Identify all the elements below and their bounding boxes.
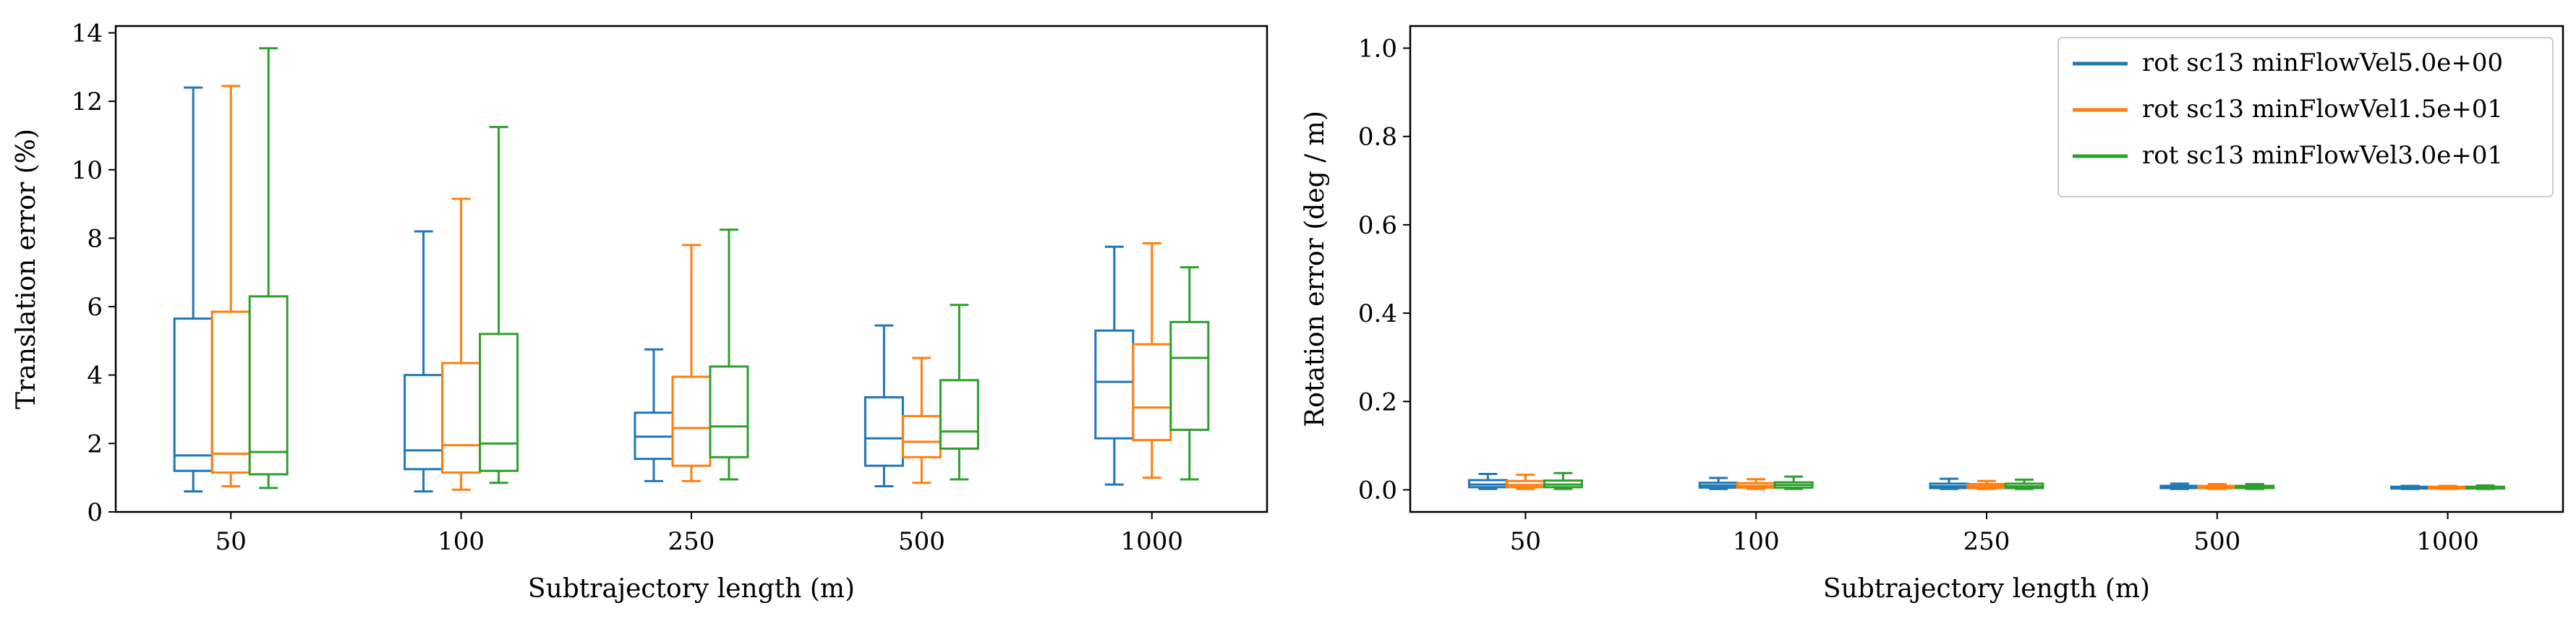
x-tick-label: 100 <box>1733 527 1780 556</box>
box <box>863 324 904 488</box>
y-axis-label: Rotation error (deg / m) <box>1300 111 1330 427</box>
box-iqr <box>1169 320 1210 431</box>
box-iqr <box>248 295 289 476</box>
box <box>1132 242 1172 479</box>
box-iqr <box>1132 343 1172 442</box>
box-iqr <box>404 374 444 471</box>
box <box>634 348 674 482</box>
box-iqr <box>709 365 749 458</box>
box-iqr <box>1094 329 1135 440</box>
x-tick-label: 50 <box>1510 527 1541 556</box>
box <box>709 228 749 481</box>
box <box>939 304 979 481</box>
y-tick-label: 14 <box>72 19 103 48</box>
x-tick-label: 1000 <box>1121 527 1184 556</box>
axes-frame <box>114 25 1268 513</box>
x-axis-label: Subtrajectory length (m) <box>528 574 855 604</box>
x-tick-label: 50 <box>216 527 247 556</box>
box <box>173 86 213 493</box>
rotation-error-panel: 0.0 0.2 0.4 0.6 0.8 1.0 50 100 250 500 1000 Subtraj… <box>1300 25 2564 604</box>
box <box>1505 474 1545 490</box>
legend-entry: rot sc13 minFlowVel3.0e+01 <box>2142 141 2503 170</box>
box-iqr <box>671 375 712 467</box>
box <box>1169 266 1210 481</box>
box <box>210 85 251 488</box>
x-axis-label: Subtrajectory length (m) <box>1823 574 2150 604</box>
box <box>441 197 482 491</box>
y-tick-label: 6 <box>87 293 103 322</box>
y-tick-label: 10 <box>72 156 103 185</box>
x-tick-label: 1000 <box>2416 527 2479 556</box>
box <box>1543 471 1583 490</box>
box-iqr <box>863 396 904 467</box>
x-tick-label: 500 <box>2193 527 2240 556</box>
box-iqr <box>901 414 942 458</box>
box-iqr <box>210 310 251 474</box>
box <box>1698 476 1739 490</box>
y-tick-label: 0.0 <box>1358 476 1397 505</box>
y-tick-label: 0.2 <box>1358 388 1397 416</box>
box <box>1966 479 2007 490</box>
y-tick-label: 2 <box>87 429 103 458</box>
box-iqr <box>479 333 519 472</box>
legend-box <box>2057 37 2554 197</box>
y-tick-label: 0 <box>87 498 103 527</box>
translation-error-panel: 0 2 4 6 8 10 12 14 50 100 250 500 1000 Subtrajectory … <box>12 19 1268 604</box>
y-tick-label: 0.6 <box>1358 211 1397 240</box>
y-tick-label: 0.4 <box>1358 299 1397 328</box>
box <box>404 230 444 493</box>
y-tick-label: 1.0 <box>1358 35 1397 64</box>
box <box>2465 484 2506 490</box>
box <box>2235 483 2275 490</box>
box <box>2159 482 2200 490</box>
box <box>248 47 289 490</box>
box <box>1736 478 1776 490</box>
box <box>2390 484 2431 490</box>
box <box>479 126 519 484</box>
x-tick-label: 500 <box>898 527 945 556</box>
box-iqr <box>939 379 979 450</box>
box <box>1773 475 1814 490</box>
y-tick-label: 0.8 <box>1358 123 1397 152</box>
box <box>901 356 942 484</box>
box <box>1094 245 1135 486</box>
box-iqr <box>441 362 482 474</box>
box <box>1467 472 1508 490</box>
y-tick-label: 4 <box>87 362 103 390</box>
y-axis-label: Translation error (%) <box>12 129 41 409</box>
legend-entry: rot sc13 minFlowVel1.5e+01 <box>2142 95 2503 124</box>
box <box>2428 484 2468 490</box>
y-tick-label: 12 <box>72 87 103 116</box>
axes-frame <box>1409 25 2564 513</box>
x-tick-label: 250 <box>1963 527 2010 556</box>
box <box>2004 478 2044 490</box>
box-iqr <box>173 317 213 472</box>
box <box>1929 477 1969 490</box>
x-tick-label: 250 <box>668 527 715 556</box>
legend-entry: rot sc13 minFlowVel5.0e+00 <box>2142 48 2503 77</box>
y-tick-label: 8 <box>87 224 103 253</box>
legend: rot sc13 minFlowVel5.0e+00 rot sc13 minFl… <box>2057 37 2554 197</box>
x-tick-label: 100 <box>438 527 485 556</box>
box <box>2197 483 2238 490</box>
box <box>671 244 712 482</box>
